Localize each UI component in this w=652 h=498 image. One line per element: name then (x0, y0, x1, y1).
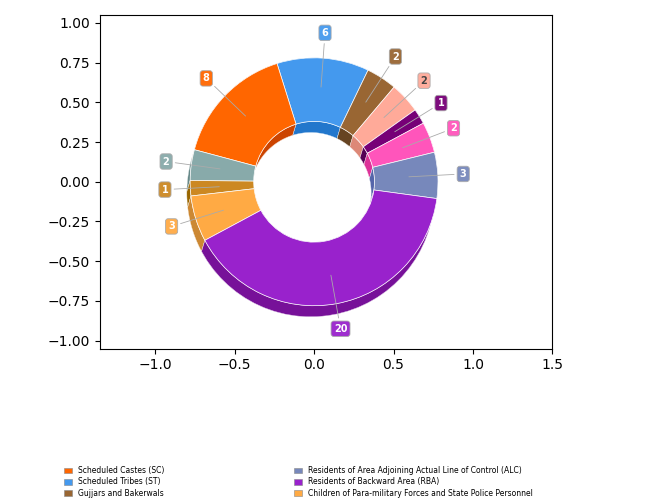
Wedge shape (190, 180, 254, 196)
Text: 1: 1 (394, 98, 445, 132)
Wedge shape (201, 201, 434, 317)
Text: 3: 3 (409, 169, 467, 179)
Text: 8: 8 (203, 73, 246, 116)
Polygon shape (364, 70, 394, 98)
Text: 2: 2 (366, 51, 399, 102)
Polygon shape (420, 123, 434, 163)
Polygon shape (187, 180, 191, 207)
Wedge shape (187, 161, 252, 192)
Polygon shape (349, 135, 363, 158)
Legend: Scheduled Castes (SC), Scheduled Tribes (ST), Gujjars and Bakerwals, Residents o: Scheduled Castes (SC), Scheduled Tribes … (64, 466, 542, 498)
Wedge shape (337, 81, 391, 147)
Text: 3: 3 (168, 210, 224, 232)
Wedge shape (194, 64, 296, 166)
Text: 20: 20 (331, 275, 348, 334)
Wedge shape (277, 58, 368, 127)
Wedge shape (191, 75, 293, 177)
Polygon shape (252, 124, 296, 177)
Polygon shape (274, 58, 368, 81)
Polygon shape (360, 147, 367, 164)
Polygon shape (370, 167, 374, 201)
Polygon shape (201, 199, 437, 317)
Wedge shape (205, 190, 437, 306)
Text: 2: 2 (163, 156, 220, 169)
Wedge shape (190, 150, 256, 181)
Polygon shape (293, 122, 340, 138)
Polygon shape (191, 64, 277, 161)
Wedge shape (191, 189, 261, 241)
Polygon shape (250, 181, 254, 200)
Wedge shape (364, 134, 431, 178)
Wedge shape (360, 121, 420, 164)
Wedge shape (367, 123, 434, 167)
Polygon shape (391, 87, 415, 121)
Wedge shape (349, 98, 412, 158)
Wedge shape (188, 200, 258, 251)
Text: 6: 6 (321, 28, 329, 87)
Text: 1: 1 (162, 185, 219, 195)
Wedge shape (363, 110, 423, 153)
Text: 2: 2 (384, 76, 428, 118)
Polygon shape (250, 166, 256, 192)
Wedge shape (353, 87, 415, 147)
Polygon shape (431, 152, 438, 210)
Polygon shape (188, 196, 205, 251)
Wedge shape (187, 192, 251, 207)
Text: 2: 2 (403, 123, 457, 148)
Wedge shape (340, 70, 394, 135)
Polygon shape (258, 190, 374, 253)
Polygon shape (337, 127, 353, 147)
Wedge shape (370, 163, 435, 210)
Wedge shape (373, 152, 438, 199)
Polygon shape (187, 150, 194, 192)
Polygon shape (412, 110, 423, 134)
Polygon shape (364, 153, 373, 178)
Polygon shape (251, 189, 261, 222)
Wedge shape (274, 69, 364, 138)
